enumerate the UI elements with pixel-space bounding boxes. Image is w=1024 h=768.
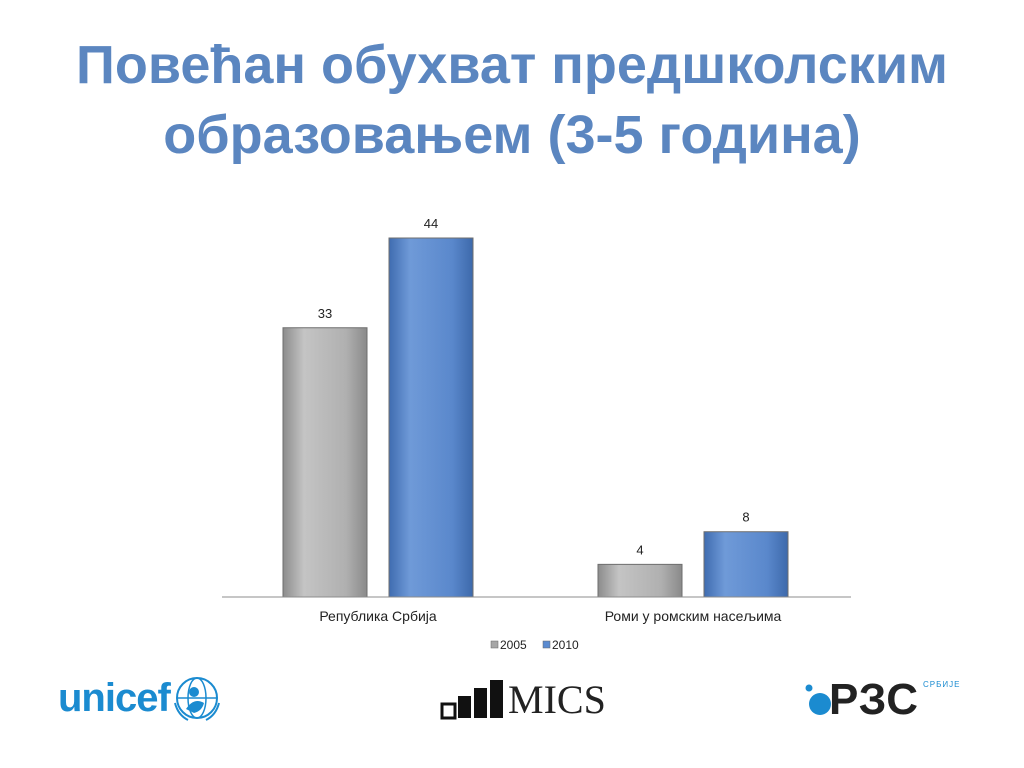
rzs-logo: РЗС СРБИЈЕ xyxy=(803,676,963,724)
mics-logo: MICS xyxy=(440,680,606,720)
legend-swatch xyxy=(490,640,499,649)
legend-swatch xyxy=(542,640,551,649)
data-label: 44 xyxy=(424,216,438,231)
mics-bars-icon xyxy=(440,680,503,720)
rzs-subtitle: СРБИЈЕ xyxy=(923,680,961,689)
unicef-logo: unicef xyxy=(58,672,222,724)
slide-title-line-2: образовањем (3-5 година) xyxy=(163,105,861,165)
data-label: 33 xyxy=(318,306,332,321)
legend-label: 2005 xyxy=(500,638,527,652)
bar-2005-1 xyxy=(597,563,683,598)
slide-title: Повећан обухват предшколским образовањем… xyxy=(0,30,1024,170)
x-tick-label: Република Србија xyxy=(319,608,437,624)
mics-wordmark: MICS xyxy=(508,677,606,722)
x-tick-label: Роми у ромским насељима xyxy=(605,608,782,624)
bar-2005-0 xyxy=(282,327,368,598)
rzs-dots-icon xyxy=(805,684,831,715)
unicef-wordmark: unicef xyxy=(58,676,171,720)
legend-label: 2010 xyxy=(552,638,579,652)
rzs-wordmark: РЗС xyxy=(829,675,920,724)
unicef-emblem-icon xyxy=(173,677,220,721)
slide-title-line-1: Повећан обухват предшколским xyxy=(76,35,948,95)
bar-2010-0 xyxy=(388,237,474,598)
data-label: 8 xyxy=(742,510,749,525)
bar-2010-1 xyxy=(703,531,789,598)
data-label: 4 xyxy=(636,542,643,557)
